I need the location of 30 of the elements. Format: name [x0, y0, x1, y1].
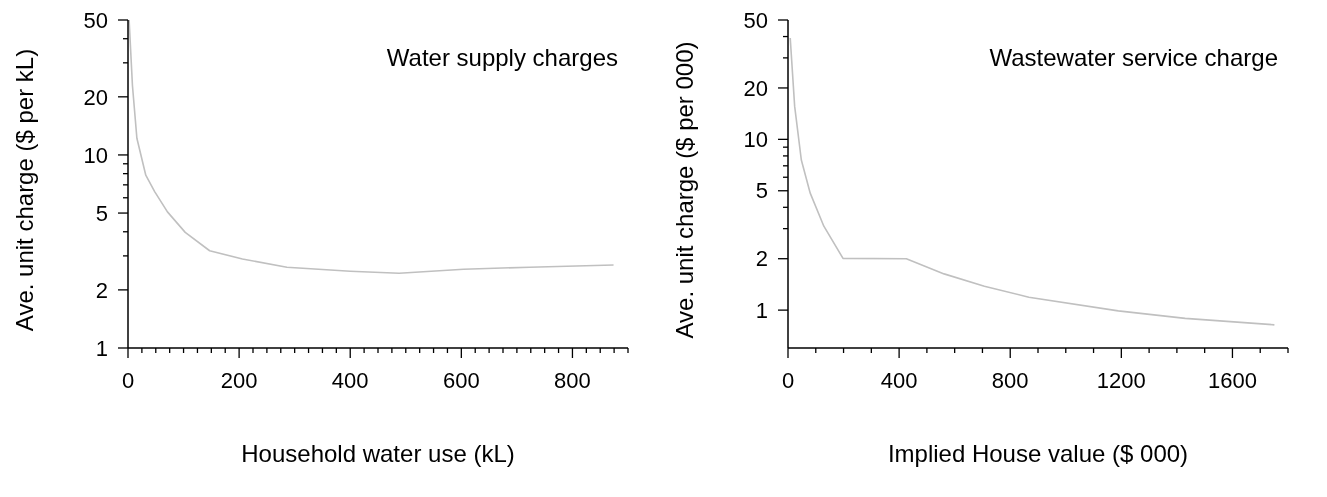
x-tick-label: 200	[220, 368, 258, 393]
y-tick-label: 1	[95, 335, 108, 361]
y-tick-label: 5	[755, 178, 768, 204]
y-tick-label: 10	[83, 142, 108, 168]
y-tick-label: 2	[95, 277, 108, 303]
y-tick-label: 20	[743, 75, 768, 101]
x-axis-title: Implied House value ($ 000)	[886, 440, 1190, 468]
text: Water supply charges	[386, 44, 618, 72]
x-tick-label: 800	[554, 368, 591, 393]
y-axis-title: Ave. unit charge ($ per kL)	[11, 48, 39, 332]
y-tick-label: 50	[743, 7, 768, 33]
y-tick-label: 50	[83, 7, 108, 33]
y-tick-label: 1	[755, 297, 768, 323]
y-axis-title: Ave. unit charge ($ per 000)	[671, 41, 699, 339]
y-tick-label: 20	[83, 84, 108, 110]
y-tick-label: 5	[95, 200, 108, 226]
y-tick-label: 2	[755, 246, 768, 272]
x-tick-label: 1200	[1096, 368, 1146, 393]
line-series	[128, 20, 615, 275]
x-tick-label: 1600	[1207, 368, 1257, 393]
line-series	[789, 37, 1276, 326]
x-tick-label: 400	[331, 368, 369, 393]
x-tick-label: 0	[121, 368, 135, 393]
x-axis-title: Household water use (kL)	[240, 440, 516, 468]
x-tick-label: 600	[442, 368, 480, 393]
x-tick-label: 400	[880, 368, 918, 393]
text: Wastewater service charge	[989, 44, 1278, 72]
x-tick-label: 800	[991, 368, 1029, 393]
y-tick-label: 10	[743, 127, 768, 153]
x-tick-label: 0	[781, 368, 795, 393]
